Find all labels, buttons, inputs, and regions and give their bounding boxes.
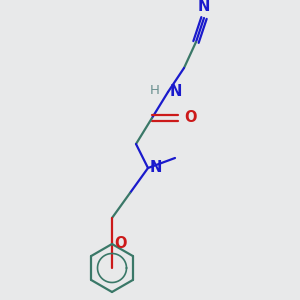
Text: N: N [198, 0, 210, 14]
Text: N: N [170, 85, 182, 100]
Text: N: N [150, 160, 162, 175]
Text: H: H [150, 83, 160, 97]
Text: O: O [114, 236, 127, 251]
Text: O: O [184, 110, 197, 125]
